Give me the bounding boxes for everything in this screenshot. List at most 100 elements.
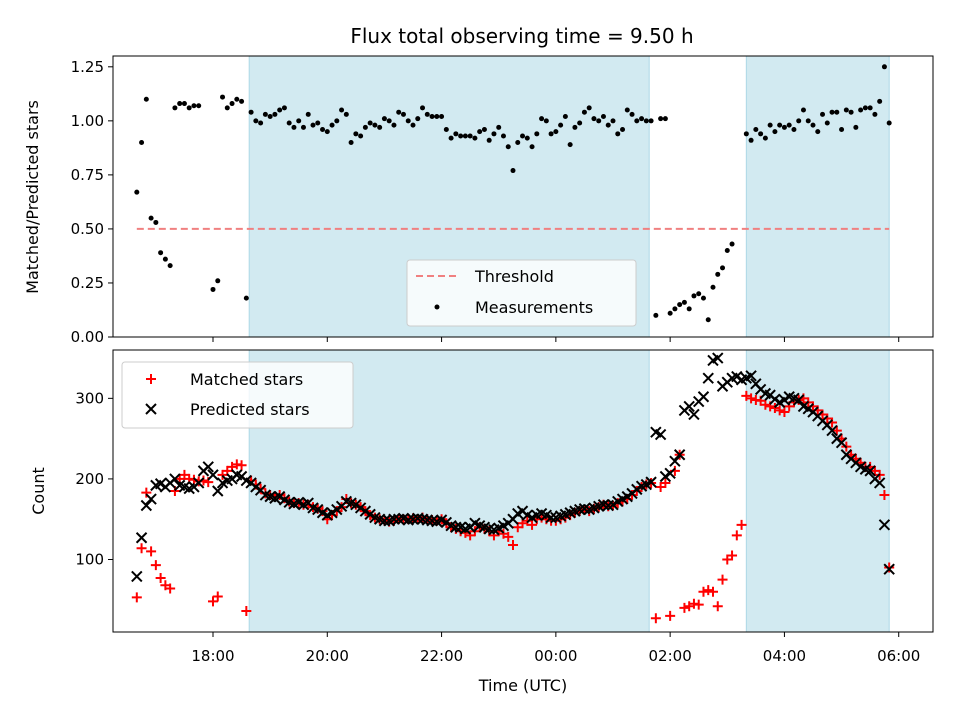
measurement-point xyxy=(405,118,411,124)
measurement-point xyxy=(581,109,587,115)
measurement-point xyxy=(272,111,278,117)
top-y-ticks: 0.00 0.25 0.50 0.75 1.00 1.25 xyxy=(71,58,113,346)
measurement-point xyxy=(458,133,464,139)
bottom-y-ticks: 100 200 300 xyxy=(75,389,113,568)
measurement-point xyxy=(786,122,792,128)
measurement-point xyxy=(658,116,664,122)
measurement-point xyxy=(415,116,421,122)
measurement-point xyxy=(724,248,730,254)
measurement-point xyxy=(505,144,511,150)
matched-star-point xyxy=(265,490,276,501)
measurement-point xyxy=(867,105,873,111)
measurement-point xyxy=(481,126,487,132)
measurement-point xyxy=(196,103,202,109)
measurement-point xyxy=(372,122,378,128)
bottom-y-label: Count xyxy=(29,467,48,515)
matched-star-point xyxy=(569,507,580,518)
matched-star-point xyxy=(712,601,723,612)
measurement-point xyxy=(662,116,668,122)
measurement-point xyxy=(358,133,364,139)
predicted-star-point xyxy=(712,352,724,364)
measurement-point xyxy=(591,116,597,122)
matched-star-point xyxy=(150,560,161,571)
measurement-point xyxy=(705,317,711,323)
matched-star-point xyxy=(260,488,271,499)
measurement-point xyxy=(243,295,249,301)
measurement-point xyxy=(410,122,416,128)
measurement-point xyxy=(510,168,516,174)
measurement-point xyxy=(615,131,621,137)
matched-star-point xyxy=(698,586,709,597)
matched-star-point xyxy=(212,591,223,602)
measurement-point xyxy=(434,114,440,120)
measurement-point xyxy=(815,129,821,135)
matched-star-point xyxy=(684,601,695,612)
predicted-star-point xyxy=(140,499,153,512)
measurement-point xyxy=(424,111,430,117)
measurement-point xyxy=(853,124,859,130)
measurement-point xyxy=(629,111,635,117)
measurement-point xyxy=(229,101,235,107)
measurement-point xyxy=(715,271,721,277)
measurement-point xyxy=(553,129,559,135)
y-tick-label: 1.00 xyxy=(71,112,104,130)
matched-star-point xyxy=(527,519,538,530)
measurement-point xyxy=(515,139,521,145)
measurement-point xyxy=(781,124,787,130)
measurement-point xyxy=(381,116,387,122)
predicted-star-point xyxy=(664,467,676,479)
measurements-points xyxy=(134,64,892,323)
measurement-point xyxy=(143,96,149,102)
measurement-point xyxy=(386,118,392,124)
measurement-point xyxy=(220,94,226,100)
measurement-point xyxy=(843,107,849,113)
measurement-point xyxy=(367,120,373,126)
measurement-point xyxy=(324,129,330,135)
measurement-point xyxy=(624,107,630,113)
matched-star-point xyxy=(884,562,895,573)
matched-star-point xyxy=(731,530,742,541)
measurement-point xyxy=(672,306,678,312)
predicted-star-point xyxy=(378,515,391,527)
measurement-point xyxy=(181,101,187,107)
legend-predicted-swatch xyxy=(145,403,157,415)
measurement-point xyxy=(824,120,830,126)
measurement-point xyxy=(253,118,259,124)
measurement-point xyxy=(562,114,568,120)
measurement-point xyxy=(439,114,445,120)
measurement-point xyxy=(396,109,402,115)
predicted-star-point xyxy=(545,511,557,524)
legend-threshold-label: Threshold xyxy=(474,267,554,286)
measurement-point xyxy=(467,133,473,139)
predicted-star-point xyxy=(697,391,710,403)
x-tick-label: 04:00 xyxy=(763,647,806,665)
measurement-point xyxy=(753,126,759,132)
y-tick-label: 0.25 xyxy=(71,274,104,292)
matched-star-point xyxy=(141,487,152,498)
top-y-label: Matched/Predicted stars xyxy=(23,100,42,294)
matched-star-point xyxy=(165,583,176,594)
measurement-point xyxy=(820,111,826,117)
measurement-point xyxy=(524,135,530,141)
measurement-point xyxy=(748,137,754,143)
x-tick-label: 22:00 xyxy=(420,647,463,665)
measurement-point xyxy=(800,107,806,113)
predicted-stars-points xyxy=(131,352,895,583)
predicted-star-point xyxy=(878,519,891,531)
matched-star-point xyxy=(508,539,518,550)
matched-star-point xyxy=(660,477,671,488)
top-x-ticks xyxy=(212,337,900,342)
y-tick-label: 300 xyxy=(75,389,104,407)
measurement-point xyxy=(305,111,311,117)
measurement-point xyxy=(291,124,297,130)
measurement-point xyxy=(805,118,811,124)
predicted-star-point xyxy=(688,408,700,421)
chart-title: Flux total observing time = 9.50 h xyxy=(350,24,693,48)
bottom-legend: Matched stars Predicted stars xyxy=(121,361,354,429)
measurement-point xyxy=(543,118,549,124)
predicted-star-point xyxy=(835,436,848,449)
matched-star-point xyxy=(650,613,661,624)
measurement-point xyxy=(286,120,292,126)
measurement-point xyxy=(486,137,492,143)
